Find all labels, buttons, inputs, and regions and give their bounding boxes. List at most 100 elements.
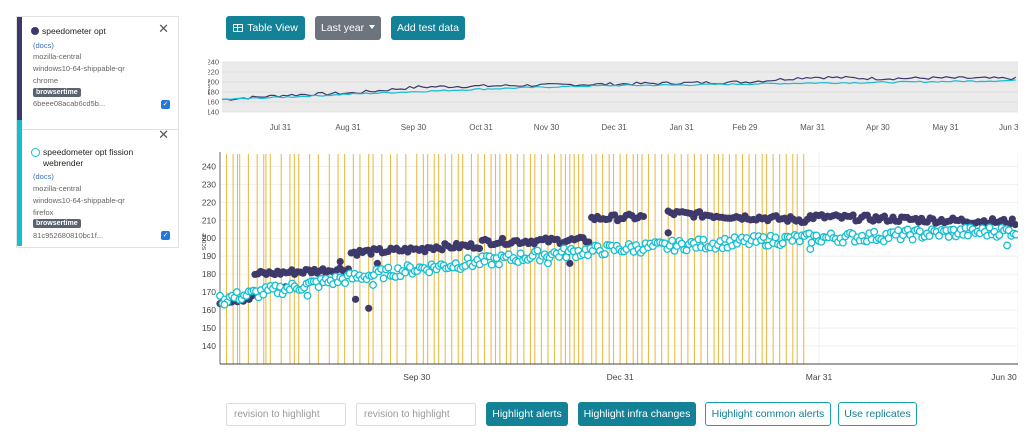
series-2-point [584,251,592,260]
docs-link[interactable]: (docs) [33,172,54,181]
series-1-point [438,246,446,254]
repository-label: mozilla-central [33,184,82,193]
series-1-point [1011,220,1018,229]
series-1-point [367,250,375,258]
revision-input-1[interactable]: revision to highlight [226,403,346,426]
series-2-point [303,291,312,300]
platform-label: windows10-64-shippable-qr [33,64,125,73]
x-tick-label: Dec 31 [601,123,627,132]
x-tick-label: Mar 31 [806,372,833,382]
x-tick-label: Dec 31 [607,372,634,382]
highlight-infra-changes-button[interactable]: Highlight infra changes [578,402,696,426]
series-1-point [611,211,619,219]
series-title-1: speedometer opt [31,26,151,37]
series-1-point [498,234,507,243]
y-tick-label: 150 [202,323,216,333]
y-tick-label: 240 [208,58,219,67]
x-tick-label: Mar 31 [800,123,825,132]
series-1-point [336,257,344,266]
overview-series-line [221,75,1017,101]
x-tick-label: Apr 30 [866,123,890,132]
series-1-point [695,208,704,216]
y-tick-label: 220 [208,68,219,77]
framework-badge: browsertime [33,88,81,97]
series-1-point [351,295,360,303]
series-1-point [639,212,648,221]
series-1-point [585,238,593,246]
application-label: firefox [33,208,54,217]
series-2-point [682,246,691,255]
time-range-dropdown[interactable]: Last year [315,16,381,40]
series-legend: speedometer opt ✕ (docs) mozilla-central… [16,16,179,248]
series-2-point [495,260,503,269]
y-tick-label: 200 [208,78,219,87]
y-tick-label: 230 [202,179,216,189]
y-tick-label: 160 [208,98,219,107]
series-2-point [925,232,934,241]
series-2-point [341,279,350,288]
x-tick-label: May 31 [932,123,959,132]
series-1-point [475,244,484,253]
series-2-point [806,245,815,253]
series-1-point [849,211,857,219]
platform-label: windows10-64-shippable-qr [33,196,125,205]
caret-down-icon [369,25,376,29]
y-axis-label: score [208,79,212,95]
docs-link[interactable]: (docs) [33,41,54,50]
y-tick-label: 220 [202,197,216,207]
visibility-checkbox[interactable]: ✓ [161,231,170,240]
series-2-point [807,238,816,247]
open-circle-icon [31,148,40,157]
repository-label: mozilla-central [33,52,82,61]
series-2-point [406,262,414,271]
main-plot-area [220,152,1018,364]
series-2-point [915,227,924,236]
highlight-common-alerts-button[interactable]: Highlight common alerts [705,402,831,426]
series-2-point [379,274,388,283]
series-card-2: speedometer opt fission webrender ✕ (doc… [17,120,178,246]
series-2-point [425,268,434,277]
series-2-point [944,232,953,241]
series-1-point [664,229,672,237]
series-title-2: speedometer opt fission webrender [31,147,151,169]
series-2-point [699,235,708,244]
series-1-point [1008,215,1016,223]
highlight-alerts-button[interactable]: Highlight alerts [486,402,568,426]
x-tick-label: Sep 30 [403,372,430,382]
series-2-point [963,231,972,240]
x-tick-label: Jul 31 [270,123,292,132]
series-2-point [314,283,323,292]
close-icon[interactable]: ✕ [158,127,169,142]
overview-plot-area [222,62,1018,112]
y-tick-label: 180 [202,269,216,279]
series-2-point [487,260,496,269]
visibility-checkbox[interactable]: ✓ [161,100,170,109]
series-2-point [384,263,393,272]
overview-series-line [221,79,1016,100]
framework-badge: browsertime [33,219,81,228]
add-test-data-button[interactable]: Add test data [391,16,465,40]
y-tick-label: 140 [208,108,219,117]
use-replicates-button[interactable]: Use replicates [838,402,917,426]
main-chart[interactable]: 140 150 160 170 180 190 200 210 220 230 240 score Se… [198,146,1018,386]
series-2-point [1003,241,1012,250]
series-1-point [365,304,373,312]
series-2-point [759,233,768,241]
table-icon [233,24,244,32]
y-tick-label: 140 [202,341,216,351]
x-tick-label: Jan 31 [670,123,695,132]
series-1-point [373,259,382,267]
x-tick-label: Oct 31 [469,123,493,132]
y-tick-label: 210 [202,215,216,225]
close-icon[interactable]: ✕ [158,21,169,36]
revision-input-2[interactable]: revision to highlight [356,403,476,426]
table-view-button[interactable]: Table View [226,16,305,40]
series-2-point [369,280,377,289]
application-label: chrome [33,76,59,85]
y-tick-label: 180 [208,88,219,97]
y-tick-label: 200 [202,233,216,243]
series-2-point [401,268,410,277]
y-tick-label: 240 [202,161,216,171]
series-2-point [668,236,677,245]
